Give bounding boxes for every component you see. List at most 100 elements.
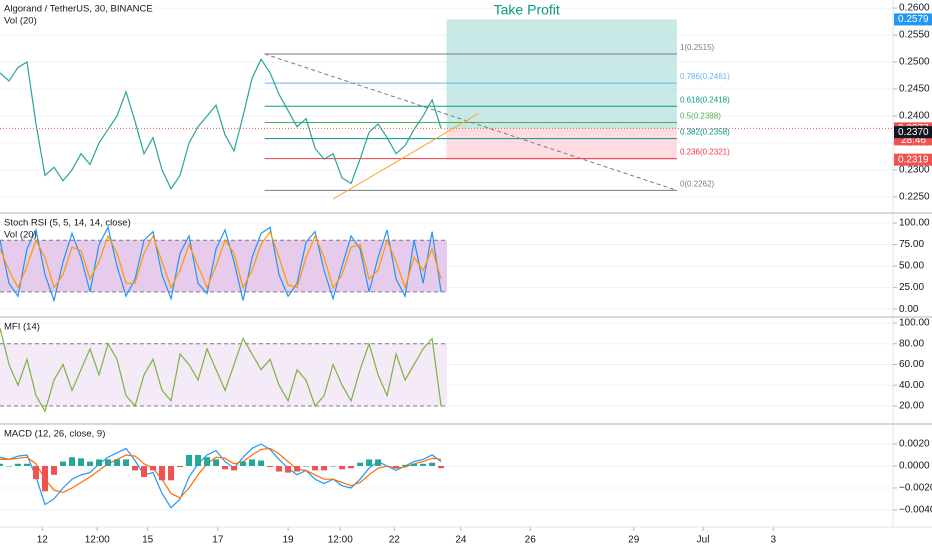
- price-tag-label: 0.2579: [898, 14, 929, 25]
- histogram-bar: [0, 463, 3, 466]
- x-tick-label: 26: [525, 535, 537, 546]
- countdown-bg: [894, 134, 932, 146]
- y-tick-label: 50.00: [899, 261, 924, 272]
- price-tag-label: 0.2319: [898, 154, 929, 165]
- y-tick-label: 0.00: [899, 304, 919, 315]
- histogram-bar: [240, 461, 247, 466]
- histogram-bar: [276, 465, 283, 472]
- band: [0, 240, 447, 292]
- annotation: Take Profit: [494, 2, 560, 18]
- fib-label: 0.5(0.2388): [680, 112, 721, 121]
- y-tick-label: 0.2450: [899, 84, 930, 95]
- price-tag: [894, 126, 932, 139]
- histogram-bar: [249, 459, 256, 466]
- pane-subtitle: Vol (20): [4, 16, 37, 27]
- histogram-bar: [384, 465, 391, 467]
- x-tick-label: 19: [283, 535, 295, 546]
- histogram-bar: [375, 459, 382, 466]
- y-tick-label: 100.00: [899, 318, 930, 329]
- y-tick-label: 0.2250: [899, 192, 930, 203]
- y-tick-label: 0.0020: [899, 439, 930, 450]
- histogram-bar: [312, 465, 319, 471]
- profit-zone: [446, 19, 677, 129]
- y-tick-label: 0.2400: [899, 111, 930, 122]
- histogram-bar: [429, 462, 436, 466]
- histogram-bar: [51, 465, 58, 475]
- histogram-bar: [420, 463, 427, 466]
- histogram-bar: [321, 465, 328, 471]
- histogram-bar: [177, 465, 184, 468]
- histogram-bar: [258, 460, 265, 466]
- y-tick-label: 25.00: [899, 282, 924, 293]
- x-tick-label: 12:00: [85, 535, 110, 546]
- series-line: [0, 447, 442, 499]
- histogram-bar: [411, 463, 418, 466]
- price-tag: [894, 13, 932, 26]
- histogram-bar: [339, 465, 346, 470]
- histogram-bar: [6, 465, 13, 467]
- histogram-bar: [204, 457, 211, 466]
- histogram-bar: [222, 465, 229, 470]
- histogram-bar: [132, 465, 139, 471]
- fib-label: 1(0.2515): [680, 43, 715, 52]
- loss-zone: [446, 128, 677, 160]
- x-tick-label: 12: [37, 535, 49, 546]
- histogram-bar: [150, 465, 157, 471]
- y-tick-label: 40.00: [899, 380, 924, 391]
- histogram-bar: [123, 459, 130, 466]
- pane-title: Stoch RSI (5, 5, 14, 14, close): [4, 218, 131, 229]
- histogram-bar: [267, 465, 274, 468]
- y-tick-label: 80.00: [899, 338, 924, 349]
- y-tick-label: 0.2600: [899, 3, 930, 14]
- histogram-bar: [393, 465, 400, 469]
- histogram-bar: [15, 463, 22, 466]
- fib-label: 0.236(0.2321): [680, 148, 730, 157]
- histogram-bar: [96, 459, 103, 466]
- y-tick-label: −0.0020: [899, 483, 932, 494]
- trend-line: [264, 53, 678, 191]
- histogram-bar: [357, 462, 364, 466]
- x-tick-label: 22: [389, 535, 401, 546]
- histogram-bar: [186, 455, 193, 466]
- histogram-bar: [168, 465, 175, 481]
- x-tick-label: 12:00: [328, 535, 353, 546]
- histogram-bar: [294, 465, 301, 472]
- histogram-bar: [231, 465, 238, 471]
- price-tag: [894, 153, 932, 166]
- histogram-bar: [285, 465, 292, 473]
- histogram-bar: [78, 458, 85, 466]
- series-line: [0, 230, 442, 290]
- histogram-bar: [33, 465, 40, 480]
- pane-title: MACD (12, 26, close, 9): [4, 429, 105, 440]
- y-tick-label: 75.00: [899, 239, 924, 250]
- fib-label: 0(0.2262): [680, 180, 715, 189]
- histogram-bar: [402, 464, 409, 466]
- series-line: [0, 58, 442, 191]
- fib-label: 0.786(0.2461): [680, 72, 730, 81]
- y-tick-label: 100.00: [899, 218, 930, 229]
- x-tick-label: Jul: [697, 535, 710, 546]
- histogram-bar: [213, 459, 220, 466]
- y-tick-label: −0.0040: [899, 505, 932, 516]
- histogram-bar: [69, 457, 76, 466]
- fib-label: 0.382(0.2358): [680, 128, 730, 137]
- countdown: 28:46: [901, 135, 926, 146]
- histogram-bar: [159, 465, 166, 481]
- histogram-bar: [105, 459, 112, 466]
- x-tick-label: 15: [142, 535, 154, 546]
- y-tick-label: 0.2500: [899, 57, 930, 68]
- y-tick-label: 60.00: [899, 359, 924, 370]
- price-tag-label: 0.2370: [898, 127, 929, 138]
- histogram-bar: [330, 465, 337, 467]
- y-tick-label: 0.2550: [899, 30, 930, 41]
- pane-title: Algorand / TetherUS, 30, BINANCE: [4, 4, 153, 15]
- histogram-bar: [366, 459, 373, 466]
- histogram-bar: [87, 461, 94, 466]
- histogram-bar: [303, 465, 310, 467]
- histogram-bar: [60, 461, 67, 466]
- pane-subtitle: Vol (20): [4, 230, 37, 241]
- y-tick-label: 0.0000: [899, 461, 930, 472]
- y-tick-label: 20.00: [899, 401, 924, 412]
- x-tick-label: 29: [628, 535, 640, 546]
